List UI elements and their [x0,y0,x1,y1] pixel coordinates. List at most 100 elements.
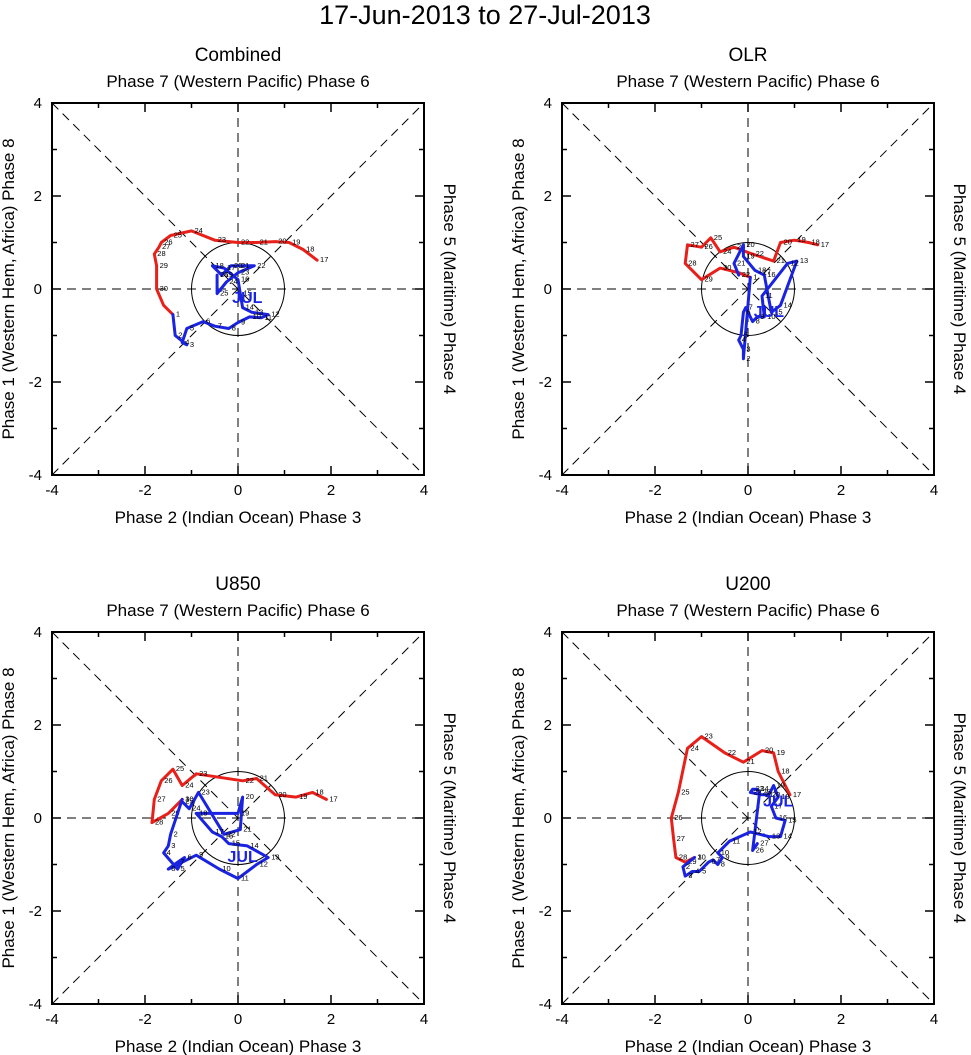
y-tick-label: 2 [544,717,552,734]
day-label: 4 [742,335,746,344]
day-label: 8 [232,324,236,333]
y-tick-label: -4 [29,467,42,484]
day-label: 17 [320,255,328,264]
x-tick-label: 0 [744,1011,752,1028]
y-tick-label: 0 [34,810,42,827]
day-label: 3 [190,340,194,349]
right-axis-label: Phase 5 (Maritime) Phase 4 [440,184,459,395]
x-tick-label: -2 [138,482,151,499]
day-label: 11 [264,313,272,322]
figure-title: 17-Jun-2013 to 27-Jul-2013 [319,0,651,30]
series-line [732,243,799,361]
day-label: 10 [253,312,261,321]
day-label: 25 [176,764,184,773]
x-tick-label: -4 [555,482,568,499]
day-label: 24 [195,226,203,235]
day-label: 12 [271,310,279,319]
series-line [152,229,319,317]
day-label: 29 [160,261,168,270]
x-tick-label: 4 [420,482,428,499]
month-label: JUL [228,849,258,866]
panel-combined: Combined Phase 7 (Western Pacific) Phase … [0,45,459,527]
day-label: 23 [218,235,226,244]
day-label: 8 [171,864,175,873]
panel-title: U200 [725,574,770,595]
day-label: 7 [749,303,753,312]
day-label: 13 [800,256,808,265]
day-label: 15 [243,289,251,298]
day-label: 20 [746,240,754,249]
x-axis-label: Phase 2 (Indian Ocean) Phase 3 [115,508,362,527]
day-label: 16 [225,832,233,841]
day-label: 17 [774,801,782,810]
day-label: 2 [174,829,178,838]
day-label: 21 [737,258,745,267]
day-label: 19 [241,808,249,817]
month-label: JUL [232,290,262,307]
day-label: 13 [772,832,780,841]
y-tick-label: 2 [34,188,42,205]
day-label: 3 [688,871,692,880]
day-label: 1 [753,272,757,281]
day-label: 4 [167,848,171,857]
left-axis-label: Phase 1 (Western Hem, Africa) Phase 8 [509,138,528,439]
day-label: 19 [777,748,785,757]
day-label: 1 [176,310,180,319]
x-tick-label: 2 [327,482,335,499]
x-axis-label: Phase 2 (Indian Ocean) Phase 3 [115,1037,362,1055]
day-label: 28 [679,853,687,862]
x-tick-label: 2 [327,1011,335,1028]
day-label: 1 [185,794,189,803]
day-label: 2 [686,862,690,871]
day-label: 27 [677,834,685,843]
day-label: 19 [225,270,233,279]
day-label: 2 [746,354,750,363]
day-label: 16 [241,275,249,284]
day-label: 10 [222,864,230,873]
day-label: 18 [781,767,789,776]
right-axis-label: Phase 5 (Maritime) Phase 4 [950,713,969,924]
day-label: 9 [241,317,245,326]
month-label: JUL [763,793,793,810]
day-label: 14 [246,303,254,312]
day-label: 11 [241,873,249,882]
left-axis-label: Phase 1 (Western Hem, Africa) Phase 8 [509,667,528,968]
day-label: 18 [781,792,789,801]
y-tick-label: 0 [544,810,552,827]
day-label: 18 [758,265,766,274]
series-line [669,735,792,864]
day-label: 24 [723,247,731,256]
top-axis-label: Phase 7 (Western Pacific) Phase 6 [616,601,879,620]
x-tick-label: 4 [930,1011,938,1028]
day-label: 19 [777,780,785,789]
day-label: 16 [767,270,775,279]
day-label: 20 [246,792,254,801]
day-label: 23 [756,784,764,793]
day-label: 12 [791,258,799,267]
y-tick-label: 0 [34,281,42,298]
day-label: 26 [756,846,764,855]
day-label: 26 [220,270,228,279]
day-label: 7 [218,321,222,330]
left-axis-label: Phase 1 (Western Hem, Africa) Phase 8 [0,667,18,968]
x-tick-label: 0 [744,482,752,499]
day-label: 27 [760,839,768,848]
day-label: 6 [746,307,750,316]
x-tick-label: -4 [45,1011,58,1028]
day-label: 26 [674,813,682,822]
day-label: 18 [215,261,223,270]
day-label: 3 [746,344,750,353]
x-tick-label: 0 [234,482,242,499]
panels-container: Combined Phase 7 (Western Pacific) Phase … [0,45,969,1055]
top-axis-label: Phase 7 (Western Pacific) Phase 6 [106,601,369,620]
y-tick-label: -2 [29,374,42,391]
day-label: 23 [705,732,713,741]
x-tick-label: 2 [837,1011,845,1028]
y-tick-label: -4 [29,996,42,1013]
day-label: 29 [705,275,713,284]
